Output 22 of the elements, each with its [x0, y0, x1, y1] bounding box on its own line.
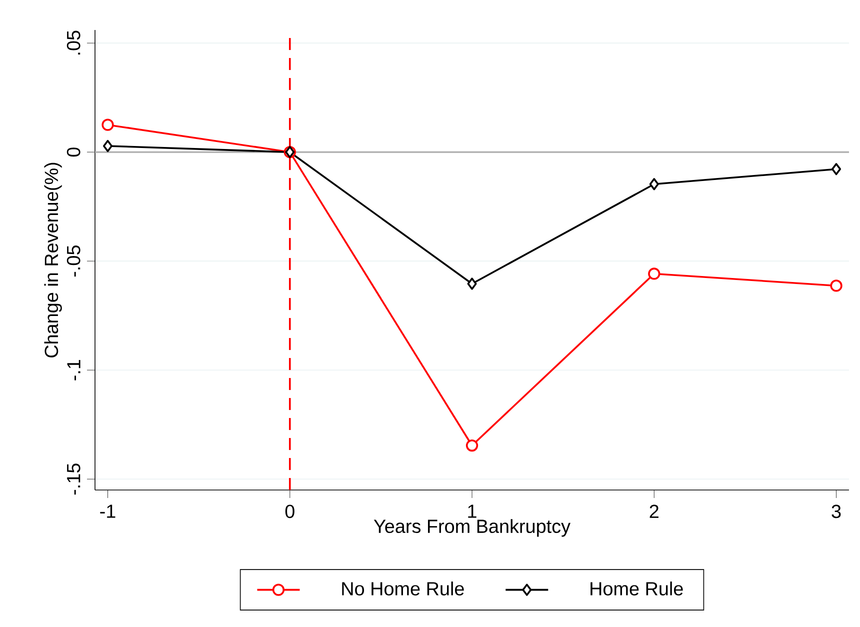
point	[102, 118, 114, 131]
y-tick-label: -.1	[67, 360, 80, 380]
y-tick-label: .05	[66, 30, 80, 55]
x-tick-label: 1	[468, 504, 476, 518]
x-axis-title: Years From Bankruptcy	[374, 519, 570, 537]
y-tick-label: -.15	[67, 464, 80, 495]
point	[102, 140, 113, 152]
point	[467, 278, 477, 290]
point	[466, 439, 478, 452]
point	[649, 178, 659, 190]
x-tick-label: 3	[832, 504, 841, 518]
y-axis-title: Change in Revenue(%)	[44, 162, 62, 358]
x-tick-label: 2	[650, 504, 658, 518]
x-tick-label: 0	[285, 504, 294, 518]
point	[830, 280, 842, 292]
legend-label: Home Rule	[590, 582, 683, 596]
y-tick-label: -.05	[66, 246, 80, 277]
y-tick-label: 0	[66, 148, 80, 157]
x-tick-label: -1	[100, 504, 116, 518]
legend-label: No Home Rule	[342, 582, 464, 596]
point	[831, 163, 842, 176]
point	[648, 268, 660, 280]
